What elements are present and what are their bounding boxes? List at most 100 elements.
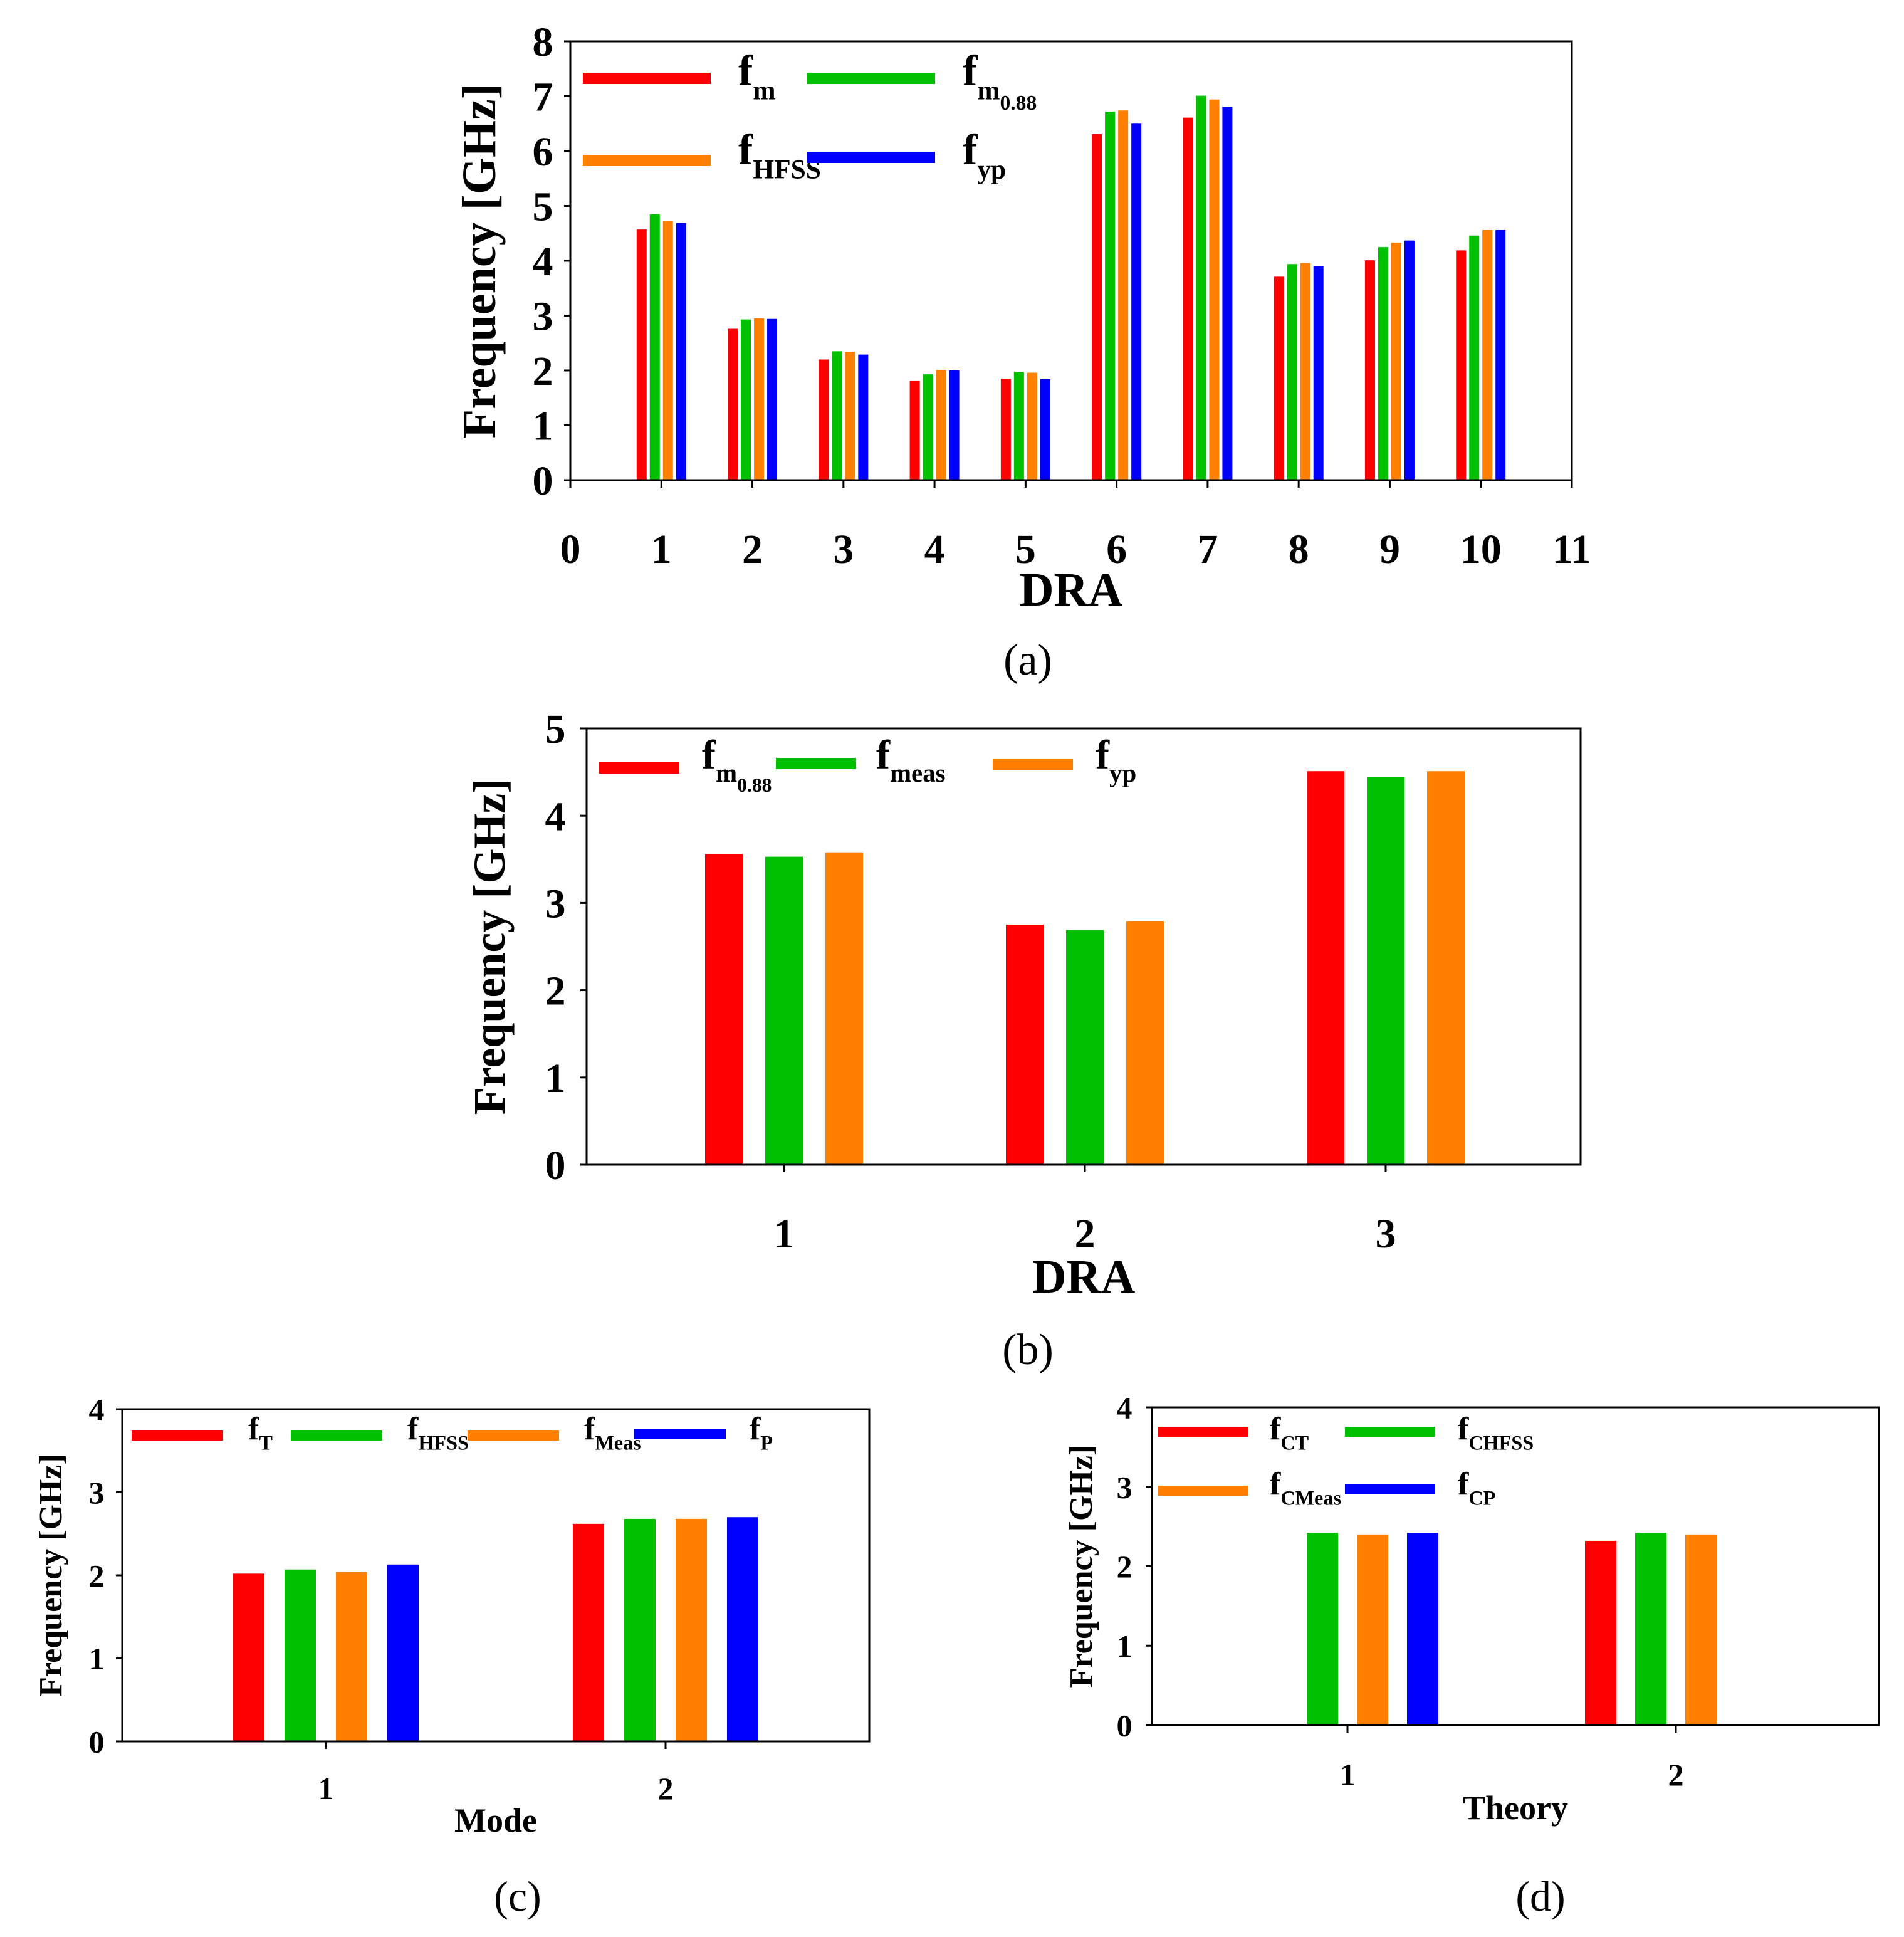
x-tick-label: 1 [318, 1771, 334, 1806]
y-tick-label: 6 [533, 129, 553, 175]
panel-caption: (d) [1515, 1872, 1565, 1920]
legend: fT fHFSS fMeas fP [132, 1411, 773, 1454]
bar-meas-3 [1367, 777, 1404, 1165]
x-axis-label: Mode [454, 1802, 537, 1839]
x-tick-label: 5 [1015, 527, 1036, 572]
bar-m-9 [1364, 260, 1375, 480]
bar-HFSS-9 [1391, 243, 1401, 480]
bar-HFSS-5 [1027, 372, 1037, 480]
x-tick-label: 8 [1289, 527, 1309, 572]
y-tick-label: 1 [533, 404, 553, 449]
bar-CMeas-1 [1357, 1534, 1388, 1725]
bar-yp-10 [1495, 230, 1506, 480]
bar-m-0.88-1 [705, 854, 743, 1165]
bar-yp-2 [767, 318, 778, 480]
y-tick-label: 5 [533, 184, 553, 230]
bar-HFSS-10 [1482, 230, 1493, 480]
x-tick-label: 3 [1376, 1211, 1396, 1257]
bar-m-2 [728, 328, 738, 480]
bar-meas-1 [765, 856, 803, 1165]
bar-HFSS-7 [1209, 99, 1220, 480]
y-axis-label: Frequency [GHz] [464, 779, 515, 1115]
bar-m-6 [1092, 134, 1102, 480]
bar-m-0.88-4 [923, 374, 933, 480]
legend: fm fm0.88 fHFSS fyp [583, 47, 1037, 184]
bar-m-0.88-7 [1196, 95, 1206, 480]
bar-yp-8 [1313, 266, 1324, 480]
bar-Meas-2 [676, 1518, 707, 1741]
bar-m-8 [1274, 276, 1284, 480]
y-tick-label: 7 [533, 75, 553, 120]
legend-label: fyp [1096, 732, 1136, 787]
x-tick-label: 0 [560, 527, 581, 572]
x-tick-label: 10 [1460, 527, 1502, 572]
bar-yp-6 [1131, 123, 1142, 480]
y-tick-label: 0 [545, 1143, 566, 1189]
bar-m-0.88-1 [649, 214, 660, 480]
panel-caption: (a) [1003, 636, 1052, 685]
plot-frame [585, 727, 1582, 1166]
x-tick-label: 1 [651, 527, 672, 572]
x-tick-label: 2 [658, 1771, 674, 1806]
y-tick-label: 3 [545, 881, 566, 927]
legend-label: fCHFSS [1458, 1411, 1534, 1454]
y-tick-label: 2 [1117, 1549, 1132, 1584]
bar-meas-2 [1066, 930, 1104, 1165]
legend-label: fCT [1270, 1411, 1309, 1454]
x-tick-label: 2 [742, 527, 763, 572]
y-axis-label: Frequency [GHz] [1064, 1445, 1099, 1688]
y-tick-label: 4 [533, 239, 553, 285]
chart-panel-b: 0 1 2 3 4 5 1 2 3 DRA Frequency [GHz] fm0.88 fmeas fy… [464, 706, 1582, 1374]
bar-yp-5 [1040, 379, 1050, 480]
y-tick-label: 4 [545, 794, 566, 839]
legend-label: fm [738, 47, 775, 105]
panel-caption: (b) [1002, 1326, 1054, 1374]
bar-m-7 [1183, 117, 1193, 480]
bar-m-0.88-8 [1287, 264, 1297, 480]
bar-m-1 [636, 229, 647, 480]
y-axis-label: Frequency [GHz] [453, 83, 506, 438]
legend-label: fmeas [876, 732, 946, 787]
bar-CP-1 [1407, 1533, 1438, 1725]
legend-label: fyp [963, 126, 1006, 184]
y-tick-label: 3 [533, 294, 553, 340]
bar-CHFSS-1 [1307, 1533, 1338, 1725]
bar-yp-3 [1427, 771, 1465, 1165]
bar-m-0.88-9 [1378, 247, 1388, 480]
bar-P-1 [387, 1564, 419, 1741]
bar-yp-9 [1404, 240, 1415, 480]
x-tick-label: 9 [1379, 527, 1400, 572]
bar-m-0.88-2 [741, 319, 751, 480]
x-tick-label: 11 [1552, 527, 1591, 572]
bar-HFSS-3 [845, 352, 855, 480]
bar-CT-2 [1585, 1540, 1616, 1725]
x-tick-label: 2 [1075, 1211, 1096, 1257]
y-tick-label: 5 [545, 706, 566, 752]
x-tick-label: 6 [1106, 527, 1127, 572]
y-tick-label: 1 [89, 1641, 105, 1676]
bar-yp-1 [676, 223, 686, 480]
bar-CMeas-2 [1685, 1534, 1717, 1725]
x-tick-label: 2 [1668, 1757, 1684, 1792]
legend-label: fHFSS [407, 1411, 469, 1454]
bar-HFSS-2 [624, 1518, 656, 1741]
x-tick-label: 7 [1197, 527, 1218, 572]
x-axis-label: DRA [1032, 1251, 1136, 1303]
bar-Meas-1 [336, 1572, 367, 1741]
legend-label: fHFSS [738, 126, 821, 184]
chart-panel-c: 0 1 2 3 4 1 2 Mode Frequency [GHz] fT fHFSS fMeas fP… [33, 1392, 871, 1920]
bar-HFSS-2 [754, 318, 765, 480]
chart-panel-a: 0 1 2 3 4 5 6 7 8 0 1 2 3 4 5 6 7 8 9 10 11 DRA Frequency [GHz… [453, 19, 1591, 685]
y-tick-label: 2 [533, 349, 553, 394]
legend-label: fm0.88 [963, 47, 1037, 115]
legend-label: fCMeas [1270, 1466, 1341, 1509]
bar-m-4 [909, 381, 920, 480]
legend-label: fMeas [584, 1411, 641, 1454]
x-tick-label: 1 [1340, 1757, 1356, 1792]
legend-label: fT [248, 1411, 273, 1454]
bar-yp-2 [1126, 921, 1164, 1165]
bar-yp-3 [858, 354, 869, 480]
legend-label: fm0.88 [702, 732, 772, 796]
bar-yp-7 [1222, 107, 1233, 480]
bar-P-2 [727, 1517, 758, 1741]
